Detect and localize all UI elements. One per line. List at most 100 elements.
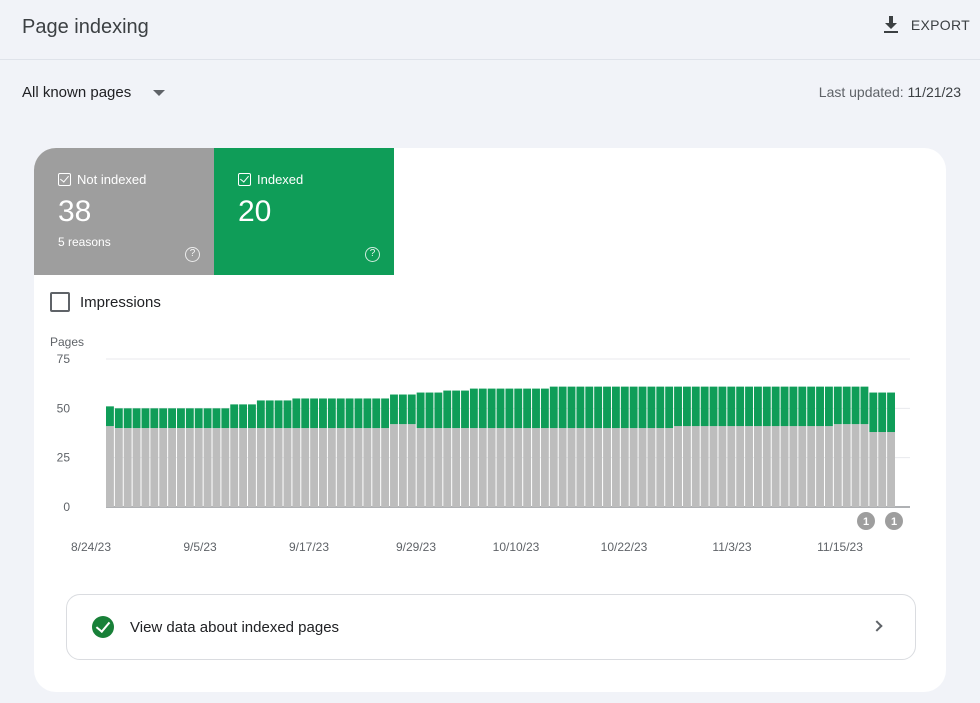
bar-indexed (452, 390, 461, 429)
impressions-toggle[interactable]: Impressions (50, 292, 161, 312)
bar-indexed (540, 388, 549, 429)
bar-not-indexed (469, 428, 478, 507)
bar-not-indexed (274, 428, 283, 507)
indexed-count: 20 (238, 195, 272, 228)
bar-indexed (194, 408, 203, 429)
pages-filter-dropdown[interactable]: All known pages (22, 84, 166, 101)
bar-indexed (576, 386, 585, 429)
bar-not-indexed (514, 428, 523, 507)
bar-indexed (327, 398, 336, 429)
bar-not-indexed (833, 424, 842, 507)
bar-indexed (469, 388, 478, 429)
bar-not-indexed (691, 426, 700, 507)
bar-indexed (505, 388, 514, 429)
bar-not-indexed (327, 428, 336, 507)
bar-not-indexed (878, 432, 887, 507)
not-indexed-tile[interactable]: Not indexed 38 5 reasons ? (34, 148, 214, 275)
last-updated-label: Last updated: (818, 84, 904, 100)
bar-not-indexed (762, 426, 771, 507)
bar-not-indexed (505, 428, 514, 507)
x-tick-label: 11/3/23 (712, 540, 751, 554)
bar-indexed (159, 408, 168, 429)
bar-indexed (363, 398, 372, 429)
bar-not-indexed (594, 428, 603, 507)
indexed-tile[interactable]: Indexed 20 ? (214, 148, 394, 275)
bar-indexed (461, 390, 469, 429)
bar-indexed (319, 398, 327, 429)
impressions-label: Impressions (80, 293, 161, 311)
bar-indexed (106, 406, 114, 427)
annotation-label: 1 (891, 516, 897, 528)
bar-indexed (212, 408, 221, 429)
bar-indexed (487, 388, 496, 429)
indexing-card: Not indexed 38 5 reasons ? Indexed 20 ? … (34, 148, 946, 692)
bar-not-indexed (194, 428, 203, 507)
bar-indexed (629, 386, 638, 429)
bar-indexed (620, 386, 629, 429)
bar-indexed (256, 400, 265, 429)
bar-not-indexed (656, 428, 665, 507)
annotation-marker (857, 512, 875, 530)
bar-not-indexed (292, 428, 301, 507)
x-tick-label: 9/17/23 (289, 540, 329, 554)
annotation-label: 1 (863, 516, 869, 528)
bar-indexed (549, 386, 558, 429)
bar-not-indexed (718, 426, 727, 507)
bar-not-indexed (381, 428, 390, 507)
bar-indexed (833, 386, 842, 425)
bar-indexed (239, 404, 248, 429)
download-icon (883, 16, 898, 33)
bar-indexed (514, 388, 523, 429)
bar-not-indexed (576, 428, 585, 507)
bar-not-indexed (807, 426, 816, 507)
bar-indexed (132, 408, 141, 429)
bar-indexed (585, 386, 594, 429)
bar-indexed (532, 388, 540, 429)
bar-not-indexed (700, 426, 709, 507)
export-button[interactable]: EXPORT (883, 16, 970, 34)
bar-indexed (700, 386, 709, 427)
bar-not-indexed (363, 428, 372, 507)
bar-indexed (283, 400, 292, 429)
bar-not-indexed (851, 424, 860, 507)
bar-not-indexed (532, 428, 540, 507)
indexed-label: Indexed (257, 172, 304, 187)
bar-not-indexed (336, 428, 345, 507)
y-axis-label: Pages (50, 335, 84, 349)
bar-not-indexed (283, 428, 292, 507)
view-indexed-pages-link[interactable]: View data about indexed pages (66, 594, 916, 660)
bar-indexed (123, 408, 132, 429)
bar-indexed (789, 386, 798, 427)
bar-not-indexed (567, 428, 576, 507)
help-icon[interactable]: ? (185, 247, 200, 262)
caret-down-icon (153, 89, 166, 96)
bar-indexed (381, 398, 390, 429)
bar-indexed (851, 386, 860, 425)
bar-indexed (798, 386, 807, 427)
not-indexed-count: 38 (58, 195, 92, 228)
last-updated: Last updated: 11/21/23 (819, 84, 961, 100)
bar-not-indexed (230, 428, 239, 507)
bar-indexed (691, 386, 700, 427)
bar-not-indexed (212, 428, 221, 507)
bar-not-indexed (780, 426, 789, 507)
help-icon[interactable]: ? (365, 247, 380, 262)
bar-not-indexed (407, 424, 416, 507)
bar-indexed (141, 408, 150, 429)
y-tick-label: 0 (63, 500, 70, 514)
bar-indexed (390, 394, 398, 425)
bar-not-indexed (611, 428, 620, 507)
x-tick-label: 11/15/23 (817, 540, 863, 554)
bar-indexed (345, 398, 354, 429)
bar-not-indexed (123, 428, 132, 507)
bar-not-indexed (159, 428, 168, 507)
annotation-marker (885, 512, 903, 530)
checkbox-unchecked-icon (50, 292, 70, 312)
bar-not-indexed (496, 428, 505, 507)
bar-indexed (558, 386, 567, 429)
bar-not-indexed (798, 426, 807, 507)
view-indexed-pages-label: View data about indexed pages (130, 618, 340, 636)
bar-not-indexed (842, 424, 851, 507)
bar-not-indexed (478, 428, 487, 507)
bar-indexed (523, 388, 532, 429)
